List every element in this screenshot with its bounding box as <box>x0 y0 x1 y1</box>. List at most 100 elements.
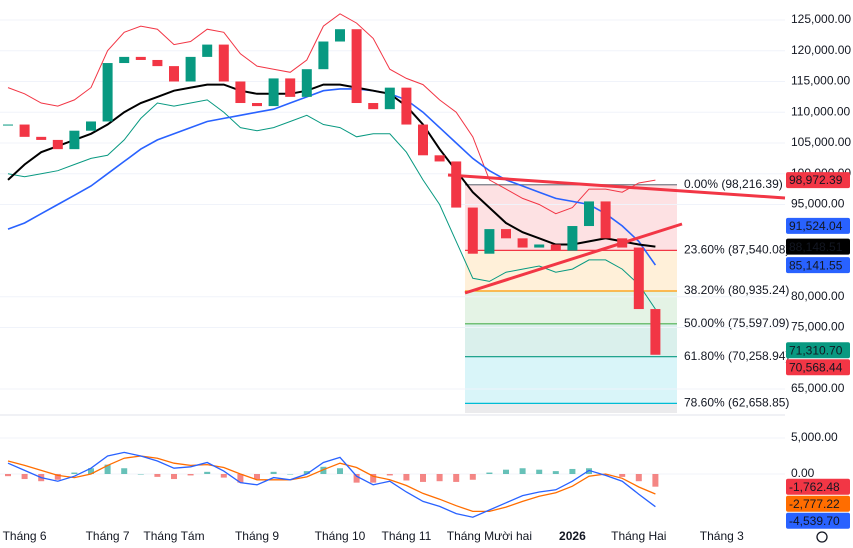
candle <box>52 139 63 150</box>
macd-histogram-bar <box>652 473 659 487</box>
settings-icon[interactable] <box>816 531 828 543</box>
macd-histogram-bar <box>619 473 626 477</box>
candle <box>650 309 661 355</box>
macd-histogram-bar <box>386 473 393 476</box>
x-tick-label: Tháng 11 <box>381 529 431 543</box>
macd-histogram-bar <box>536 469 543 474</box>
y-tick-label: 75,000.00 <box>791 320 845 334</box>
candle <box>384 87 395 110</box>
fib-label: 61.80% (70,258.94) <box>684 349 789 363</box>
x-tick-label: Tháng 10 <box>315 529 366 543</box>
price-tag-label: 88,148.51 <box>789 240 843 254</box>
macd-histogram-bar <box>21 473 28 480</box>
x-tick-label: Tháng 9 <box>235 529 279 543</box>
fib-zone <box>465 250 677 292</box>
candle <box>152 59 163 67</box>
price-tag <box>786 217 850 234</box>
candle <box>218 44 229 82</box>
macd-histogram-bar <box>171 473 177 480</box>
fib-label: 38.20% (80,935.24) <box>684 283 789 297</box>
candle <box>501 229 511 239</box>
price-tag-label: 91,524.04 <box>789 219 843 233</box>
candle <box>169 66 179 82</box>
price-tag <box>786 342 850 359</box>
macd-histogram-bar <box>71 472 78 474</box>
candle <box>451 161 462 208</box>
candle <box>318 41 329 70</box>
macd-pane <box>0 437 785 518</box>
fib-label: 50.00% (75,597.09) <box>684 316 789 330</box>
y-tick-label: 5,000.00 <box>791 430 838 444</box>
trend-line <box>464 222 683 295</box>
macd-histogram-bar <box>519 468 526 474</box>
macd-histogram-bar <box>552 471 559 474</box>
candle <box>567 226 578 251</box>
candle <box>351 29 362 104</box>
candle <box>401 87 412 125</box>
macd-histogram-bar <box>220 473 227 478</box>
x-tick-label: Tháng 6 <box>3 529 47 543</box>
macd-histogram-bar <box>403 473 410 481</box>
candle <box>135 56 146 60</box>
macd-histogram-bar <box>569 468 576 474</box>
macd-histogram-bar <box>486 472 493 474</box>
fib-label: 23.60% (87,540.08) <box>684 243 789 257</box>
macd-histogram-bar <box>104 464 111 474</box>
trend-line <box>447 173 786 200</box>
candle <box>301 69 312 97</box>
candle <box>418 124 428 156</box>
y-tick-label: 95,000.00 <box>791 197 845 211</box>
x-tick-label: Tháng Mười hai <box>447 529 532 543</box>
candle <box>633 247 644 310</box>
x-tick-label: Tháng 7 <box>86 529 130 543</box>
fib-zone <box>465 291 677 324</box>
candle <box>550 244 561 251</box>
price-tag <box>786 478 850 495</box>
y-tick-label: 80,000.00 <box>791 289 845 303</box>
macd-histogram-bar <box>270 471 277 474</box>
candle <box>268 78 279 107</box>
macd-histogram-bar <box>254 473 260 480</box>
candle <box>119 56 130 64</box>
price-tag-label: -2,777.22 <box>789 497 840 511</box>
candle <box>19 124 30 137</box>
candle <box>252 103 262 107</box>
macd-histogram-bar <box>137 473 144 475</box>
fib-zone <box>465 323 677 357</box>
fib-zone <box>465 356 677 404</box>
fib-zone <box>465 403 677 413</box>
macd-histogram-bar <box>54 473 61 480</box>
macd-histogram-bar <box>635 473 642 482</box>
macd-histogram-bar <box>436 473 443 482</box>
candle <box>517 238 528 248</box>
price-tag <box>786 238 850 255</box>
candle <box>434 155 445 162</box>
macd-histogram-bar <box>453 473 460 482</box>
candle <box>467 207 478 254</box>
price-tag <box>786 172 850 189</box>
macd-histogram-bar <box>187 473 194 476</box>
price-tag-label: 85,141.55 <box>789 258 843 272</box>
macd-histogram-bar <box>602 473 609 476</box>
price-tag <box>786 512 850 529</box>
y-tick-label: 0.00 <box>791 466 815 480</box>
macd-histogram-bar <box>154 473 161 477</box>
x-tick-label: 2026 <box>559 529 586 543</box>
macd-histogram-bar <box>121 468 128 474</box>
candle <box>368 103 379 110</box>
macd-histogram-bar <box>337 468 343 474</box>
x-tick-label: Tháng Tám <box>143 529 204 543</box>
candle <box>484 229 495 254</box>
price-tag <box>786 495 850 512</box>
candle <box>185 56 196 82</box>
macd-histogram-bar <box>287 473 294 475</box>
candle <box>600 201 611 239</box>
candle <box>534 244 545 248</box>
fib-label: 78.60% (62,658.85) <box>684 396 789 410</box>
moving-average <box>7 88 657 266</box>
y-tick-label: 120,000.00 <box>791 43 851 57</box>
candle <box>36 136 47 140</box>
candle <box>285 78 296 97</box>
candle <box>235 81 246 104</box>
